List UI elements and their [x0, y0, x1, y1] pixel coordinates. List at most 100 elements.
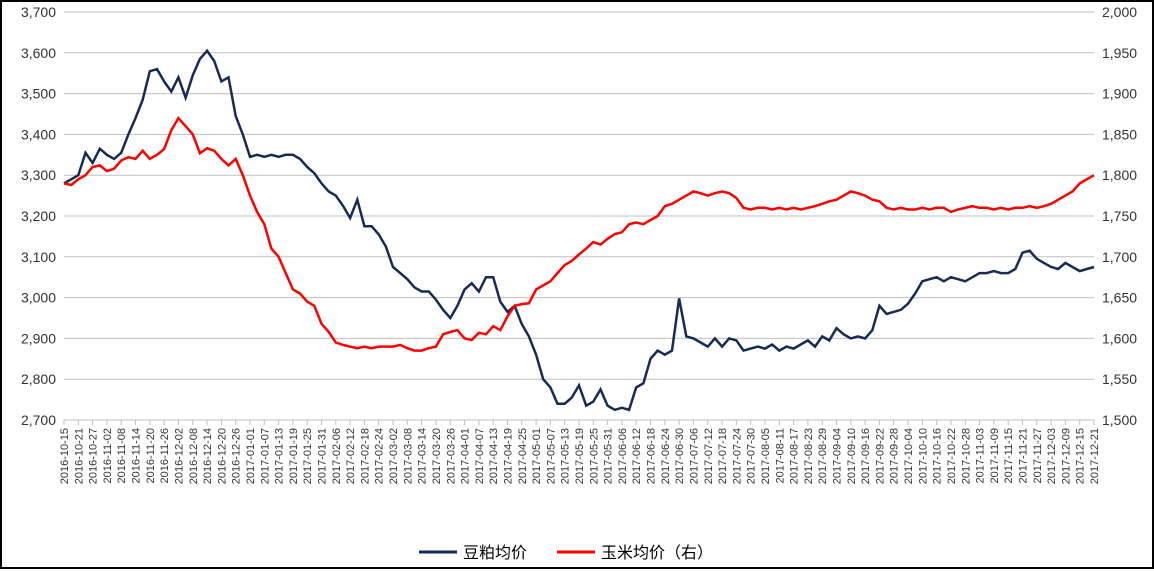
- y-left-tick: 3,300: [21, 167, 56, 183]
- x-tick: 2017-03-26: [445, 428, 457, 484]
- x-tick: 2016-11-02: [102, 428, 114, 483]
- x-tick: 2016-12-14: [202, 428, 214, 484]
- x-tick: 2017-07-30: [746, 428, 758, 484]
- y-right-tick: 1,600: [1102, 330, 1137, 346]
- y-right-tick: 1,900: [1102, 86, 1137, 102]
- x-tick: 2017-08-17: [789, 428, 801, 484]
- x-tick: 2017-10-16: [932, 428, 944, 484]
- x-tick: 2017-09-28: [889, 428, 901, 484]
- x-tick: 2017-01-31: [317, 428, 329, 484]
- x-tick: 2017-01-19: [288, 428, 300, 484]
- x-tick: 2017-01-25: [302, 428, 314, 484]
- x-tick: 2017-03-02: [388, 428, 400, 484]
- x-tick: 2017-02-06: [331, 428, 343, 484]
- legend-label: 玉米均价（右）: [601, 544, 713, 562]
- series-豆粕均价: [64, 51, 1094, 410]
- x-tick: 2017-06-12: [631, 428, 643, 484]
- price-line-chart: 2,700 1,500 2,800 1,550 2,900 1,600 3,000 1,650…: [0, 0, 1154, 569]
- x-tick: 2017-09-22: [874, 428, 886, 484]
- y-left-tick: 2,900: [21, 330, 56, 346]
- x-tick: 2017-08-29: [817, 428, 829, 484]
- y-right-tick: 1,800: [1102, 167, 1137, 183]
- x-tick: 2017-05-31: [603, 428, 615, 484]
- x-tick: 2017-06-18: [646, 428, 658, 484]
- x-tick: 2017-06-24: [660, 428, 672, 484]
- x-tick: 2017-06-30: [674, 428, 686, 484]
- x-tick: 2016-11-08: [116, 428, 128, 483]
- y-left-tick: 2,700: [21, 412, 56, 428]
- x-tick: 2017-03-20: [431, 428, 443, 484]
- x-tick: 2017-01-01: [245, 428, 257, 484]
- x-tick: 2016-12-26: [231, 428, 243, 484]
- x-tick: 2017-05-19: [574, 428, 586, 484]
- legend-label: 豆粕均价: [463, 544, 527, 562]
- y-right-tick: 1,500: [1102, 412, 1137, 428]
- x-tick: 2017-05-13: [560, 428, 572, 484]
- x-tick: 2017-08-05: [760, 428, 772, 484]
- x-tick: 2017-08-23: [803, 428, 815, 484]
- x-tick: 2017-10-10: [917, 428, 929, 484]
- x-tick: 2017-09-10: [846, 428, 858, 484]
- x-tick: 2017-09-04: [832, 428, 844, 484]
- x-tick: 2017-01-13: [274, 428, 286, 484]
- y-left-tick: 3,400: [21, 126, 56, 142]
- x-tick: 2017-10-04: [903, 428, 915, 484]
- x-tick: 2016-10-27: [88, 428, 100, 484]
- chart-svg: 2,700 1,500 2,800 1,550 2,900 1,600 3,000 1,650…: [2, 2, 1154, 571]
- y-right-tick: 1,750: [1102, 208, 1137, 224]
- x-tick: 2017-04-13: [488, 428, 500, 484]
- x-tick: 2017-03-08: [402, 428, 414, 484]
- x-tick: 2016-10-15: [59, 428, 71, 484]
- x-tick: 2017-04-07: [474, 428, 486, 484]
- x-tick: 2017-06-06: [617, 428, 629, 484]
- y-left-tick: 3,100: [21, 249, 56, 265]
- x-tick: 2016-11-20: [145, 428, 157, 483]
- y-left-tick: 3,700: [21, 4, 56, 20]
- x-tick: 2017-11-21: [1017, 428, 1029, 483]
- x-tick: 2017-11-27: [1032, 428, 1044, 483]
- x-tick: 2017-04-25: [517, 428, 529, 484]
- x-tick: 2017-12-03: [1046, 428, 1058, 484]
- x-tick: 2017-02-24: [374, 428, 386, 484]
- x-tick: 2016-12-02: [173, 428, 185, 484]
- series-玉米均价（右）: [64, 118, 1094, 351]
- x-tick: 2016-11-14: [131, 428, 143, 483]
- x-tick: 2017-03-14: [417, 428, 429, 484]
- x-tick: 2017-12-09: [1060, 428, 1072, 484]
- x-tick: 2017-05-07: [545, 428, 557, 484]
- y-left-tick: 2,800: [21, 371, 56, 387]
- y-right-tick: 1,850: [1102, 126, 1137, 142]
- x-tick: 2017-05-25: [588, 428, 600, 484]
- y-left-tick: 3,200: [21, 208, 56, 224]
- y-left-tick: 3,500: [21, 86, 56, 102]
- x-tick: 2017-07-12: [703, 428, 715, 484]
- x-tick: 2016-12-08: [188, 428, 200, 484]
- y-left-tick: 3,000: [21, 290, 56, 306]
- y-right-tick: 1,950: [1102, 45, 1137, 61]
- x-tick: 2017-10-22: [946, 428, 958, 484]
- x-tick: 2017-02-12: [345, 428, 357, 484]
- x-tick: 2016-12-20: [216, 428, 228, 484]
- x-tick: 2017-01-07: [259, 428, 271, 484]
- x-tick: 2017-02-18: [359, 428, 371, 484]
- y-right-tick: 2,000: [1102, 4, 1137, 20]
- x-tick: 2017-11-03: [975, 428, 987, 483]
- x-tick: 2017-04-01: [460, 428, 472, 484]
- x-tick: 2017-05-01: [531, 428, 543, 484]
- y-right-tick: 1,550: [1102, 371, 1137, 387]
- x-tick: 2017-11-15: [1003, 428, 1015, 483]
- x-tick: 2017-09-16: [860, 428, 872, 484]
- x-tick: 2016-11-26: [159, 428, 171, 483]
- x-tick: 2017-07-24: [731, 428, 743, 484]
- x-tick: 2017-07-18: [717, 428, 729, 484]
- x-tick: 2017-12-15: [1075, 428, 1087, 484]
- x-tick: 2017-11-09: [989, 428, 1001, 483]
- y-right-tick: 1,650: [1102, 290, 1137, 306]
- x-tick: 2017-10-28: [960, 428, 972, 484]
- x-tick: 2017-04-19: [502, 428, 514, 484]
- y-left-tick: 3,600: [21, 45, 56, 61]
- x-tick: 2017-12-21: [1089, 428, 1101, 484]
- x-tick: 2016-10-21: [73, 428, 85, 484]
- y-right-tick: 1,700: [1102, 249, 1137, 265]
- x-tick: 2017-08-11: [774, 428, 786, 483]
